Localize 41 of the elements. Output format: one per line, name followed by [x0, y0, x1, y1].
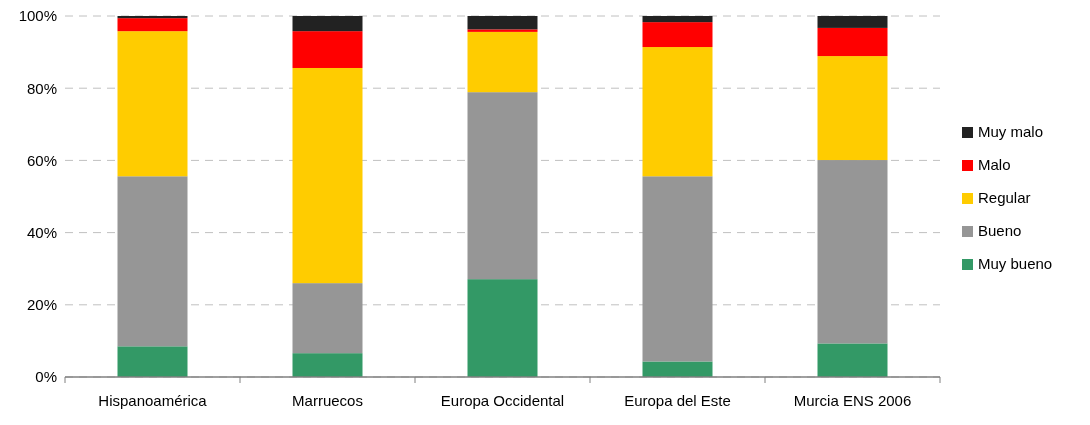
bar [117, 18, 188, 32]
bar [817, 27, 888, 57]
bar [642, 47, 713, 177]
bar [292, 283, 363, 354]
x-tick-label: Hispanoamérica [98, 392, 208, 409]
legend-label: Malo [978, 156, 1011, 173]
bar [817, 160, 888, 344]
bar [817, 56, 888, 161]
bar [642, 361, 713, 377]
legend-label: Regular [978, 189, 1031, 206]
legend-label: Muy malo [978, 123, 1044, 140]
bar [642, 22, 713, 48]
y-tick-label: 80% [26, 79, 57, 97]
bar [817, 16, 888, 28]
bar [292, 353, 363, 377]
y-tick-label: 40% [26, 223, 57, 241]
x-tick-label: Murcia ENS 2006 [793, 392, 912, 409]
bar [642, 16, 713, 23]
bar [467, 279, 538, 377]
bar [642, 176, 713, 362]
bar [817, 343, 888, 377]
legend-label: Muy bueno [978, 255, 1053, 272]
bar [467, 92, 538, 280]
y-tick-label: 20% [26, 296, 57, 314]
bar [117, 176, 188, 347]
bar [117, 16, 188, 19]
bar [467, 29, 538, 32]
y-tick-label: 60% [26, 151, 57, 169]
y-tick-label: 100% [18, 7, 57, 25]
bar [467, 31, 538, 93]
bar [292, 67, 363, 284]
y-tick-label: 0% [35, 368, 57, 386]
bar [117, 31, 188, 177]
x-tick-label: Europa del Este [624, 392, 731, 409]
bar [292, 31, 363, 68]
legend-label: Bueno [978, 222, 1022, 239]
x-tick-label: Europa Occidental [440, 392, 565, 409]
bar [467, 16, 538, 30]
bar [292, 16, 363, 32]
x-tick-label: Marruecos [292, 392, 363, 409]
bar [117, 346, 188, 377]
